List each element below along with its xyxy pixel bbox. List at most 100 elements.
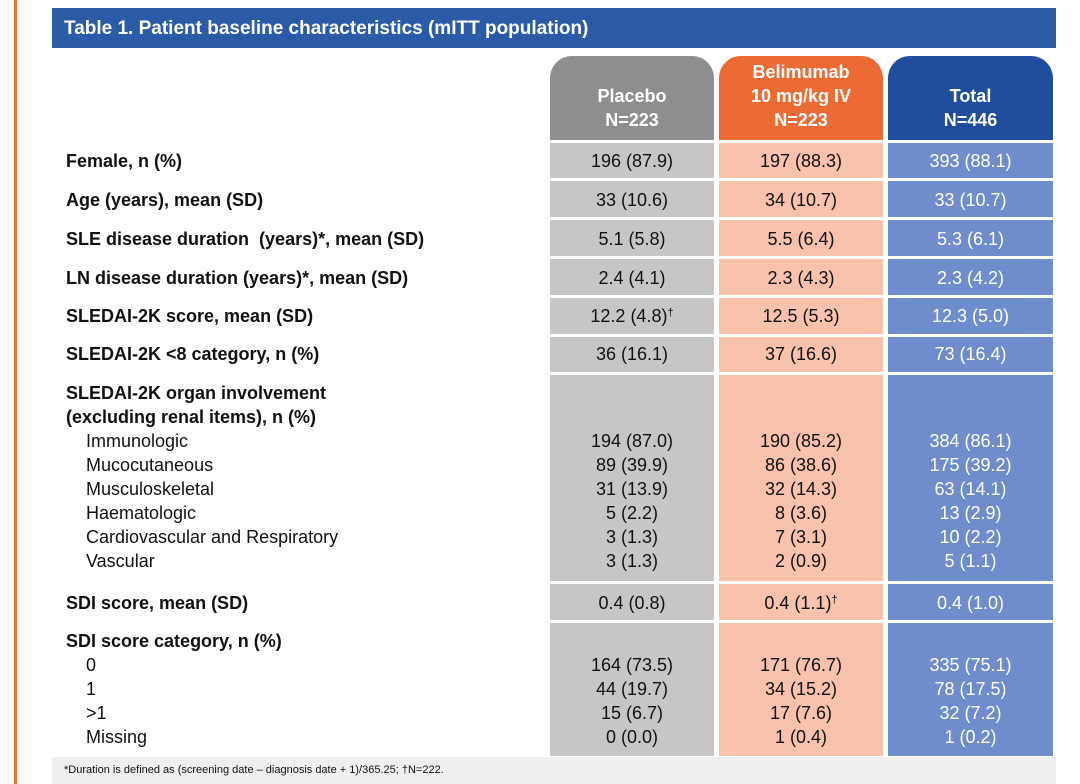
total-value: 13 (2.9) [939,503,1002,523]
placebo-value: 0.4 (0.8) [598,593,666,613]
belimumab-value: 17 (7.6) [769,703,833,723]
belimumab-value: 2.3 (4.3) [767,268,835,288]
row-separator [550,581,1053,584]
belimumab-value: 190 (85.2) [759,431,843,451]
belimumab-value: 32 (14.3) [764,479,838,499]
organ-belimumab-values: 190 (85.2) 86 (38.6) 32 (14.3) 8 (3.6) 7… [719,429,883,573]
total-value: 0.4 (1.0) [936,593,1005,613]
placebo-value: 33 (10.6) [595,190,669,210]
left-accent-bar [14,0,17,784]
total-value: 5 (1.1) [944,551,997,571]
organ-labels: SLEDAI-2K organ involvement (excluding r… [66,381,546,573]
placebo-value: 31 (13.9) [595,479,669,499]
total-value: 73 (16.4) [934,344,1007,364]
sdi-category-total-values: 335 (75.1) 78 (17.5) 32 (7.2) 1 (0.2) [888,653,1053,749]
belimumab-value: 37 (16.6) [764,344,838,364]
organ-item-label: Musculoskeletal [86,479,215,499]
placebo-value: 5 (2.2) [605,503,659,523]
sdi-category-labels: SDI score category, n (%) 0 1 >1 Missing [66,629,546,749]
row-separator [550,295,1053,298]
row-separator [550,217,1053,220]
total-value: 12.3 (5.0) [931,306,1010,326]
belimumab-column [719,143,883,756]
total-header-name: Total [949,86,992,106]
sdi-category-placebo-values: 164 (73.5) 44 (19.7) 15 (6.7) 0 (0.0) [550,653,714,749]
dagger-mark: † [667,307,674,319]
total-value: 175 (39.2) [929,455,1012,475]
placebo-value: 5.1 (5.8) [598,229,666,249]
placebo-value: 89 (39.9) [595,455,669,475]
total-column [888,143,1053,756]
row-label: SLEDAI-2K <8 category, n (%) [66,344,320,364]
belimumab-value: 5.5 (6.4) [767,229,835,249]
total-value: 78 (17.5) [934,679,1007,699]
organ-item-label: Mucocutaneous [86,455,214,475]
placebo-column [550,143,714,756]
placebo-value: 3 (1.3) [605,527,659,547]
sdi-category-belimumab-values: 171 (76.7) 34 (15.2) 17 (7.6) 1 (0.4) [719,653,883,749]
placebo-value: 0 (0.0) [605,727,659,747]
belimumab-value: 0.4 (1.1)† [719,591,883,615]
placebo-value: 12.2 (4.8)† [550,304,714,328]
row-separator [550,620,1053,623]
total-value: 384 (86.1) [929,431,1012,451]
belimumab-value: 171 (76.7) [759,655,843,675]
row-label: SLE disease duration (years)*, mean (SD) [66,229,425,249]
belimumab-header-n: N=223 [774,110,828,130]
total-value: 63 (14.1) [934,479,1007,499]
total-value: 5.3 (6.1) [936,229,1005,249]
column-header-belimumab: Belimumab 10 mg/kg IV N=223 [719,56,883,140]
total-value: 33 (10.7) [934,190,1007,210]
row-separator [550,178,1053,181]
sdi-category-label: 0 [86,655,97,675]
organ-item-label: Vascular [86,551,155,571]
row-separator [550,372,1053,375]
row-separator [550,334,1053,337]
belimumab-header-dose: 10 mg/kg IV [750,86,852,106]
column-header-total: Total N=446 [888,56,1053,140]
belimumab-value-text: 0.4 (1.1) [764,593,832,613]
belimumab-value: 34 (10.7) [764,190,838,210]
belimumab-value: 8 (3.6) [774,503,828,523]
belimumab-value: 197 (88.3) [759,151,843,171]
row-separator [550,256,1053,259]
total-value: 1 (0.2) [944,727,997,747]
placebo-value: 194 (87.0) [590,431,674,451]
organ-item-label: Immunologic [86,431,189,451]
total-value: 10 (2.2) [939,527,1002,547]
belimumab-value: 2 (0.9) [774,551,828,571]
placebo-header-n: N=223 [605,110,659,130]
belimumab-value: 7 (3.1) [774,527,828,547]
row-label: Female, n (%) [66,151,183,171]
total-value: 335 (75.1) [929,655,1012,675]
sdi-category-label: >1 [86,703,107,723]
placebo-value: 44 (19.7) [595,679,669,699]
organ-item-label: Haematologic [86,503,197,523]
placebo-value: 15 (6.7) [600,703,664,723]
placebo-value: 196 (87.9) [590,151,674,171]
placebo-value: 36 (16.1) [595,344,669,364]
placebo-value: 2.4 (4.1) [598,268,666,288]
row-label: SLEDAI-2K score, mean (SD) [66,306,314,326]
footnote: *Duration is defined as (screening date … [52,757,1056,784]
belimumab-header-name: Belimumab [752,62,850,82]
column-header-placebo: Placebo N=223 [550,56,714,140]
placebo-value: 164 (73.5) [590,655,674,675]
placebo-header-name: Placebo [597,86,667,106]
dagger-mark: † [831,594,838,606]
placebo-value-text: 12.2 (4.8) [590,306,668,326]
row-label: LN disease duration (years)*, mean (SD) [66,268,409,288]
total-value: 2.3 (4.2) [936,268,1005,288]
belimumab-value: 86 (38.6) [764,455,838,475]
organ-placebo-values: 194 (87.0) 89 (39.9) 31 (13.9) 5 (2.2) 3… [550,429,714,573]
belimumab-value: 1 (0.4) [774,727,828,747]
organ-total-values: 384 (86.1) 175 (39.2) 63 (14.1) 13 (2.9)… [888,429,1053,573]
organ-heading-2: (excluding renal items), n (%) [66,407,317,427]
row-label: SDI score, mean (SD) [66,593,249,613]
sdi-category-label: Missing [86,727,148,747]
total-value: 32 (7.2) [939,703,1002,723]
belimumab-value: 12.5 (5.3) [762,306,840,326]
organ-item-label: Cardiovascular and Respiratory [86,527,339,547]
table-title: Table 1. Patient baseline characteristic… [52,8,1056,48]
total-value: 393 (88.1) [929,151,1012,171]
